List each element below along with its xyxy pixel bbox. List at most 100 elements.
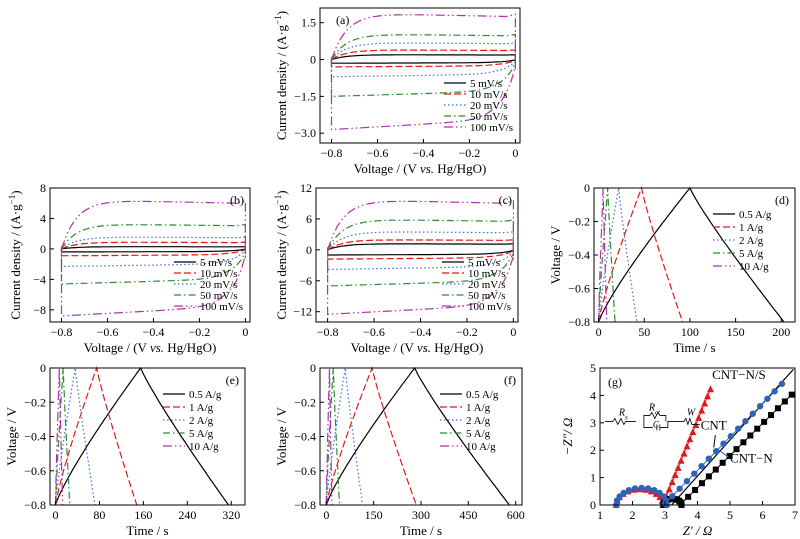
x-axis-label-b: Voltage / (V vs. Hg/HgO) — [84, 340, 217, 355]
legend-e-label: 1 A/g — [189, 402, 214, 414]
eis-point — [698, 462, 705, 470]
circuit-label-sub: ct — [655, 408, 661, 416]
y-axis-label-g: −Z″/ Ω — [560, 418, 575, 456]
x-tick-label: 80 — [93, 508, 105, 522]
x-tick-label: −0.4 — [143, 325, 165, 339]
legend-c-label: 20 mV/s — [468, 279, 506, 291]
y-tick-label: 2 — [590, 443, 596, 457]
y-tick-label: 5 — [590, 361, 596, 375]
annot-cnt-n: CNT−N — [730, 451, 773, 466]
annot-cnt-n-arrow — [716, 448, 729, 458]
eis-point — [683, 442, 691, 450]
eis-point — [707, 385, 714, 393]
x-tick-label: 0 — [510, 325, 516, 339]
y-axis-label-d: Voltage / V — [548, 225, 563, 284]
x-tick-label: 320 — [222, 508, 240, 522]
legend-e-label: 0.5 A/g — [189, 389, 222, 401]
cv-series-10-mV-s — [60, 241, 246, 257]
x-tick-label: 3 — [662, 508, 668, 522]
cv-series-100-mV-s — [327, 200, 514, 315]
legend-c-label: 5 mV/s — [468, 257, 500, 269]
legend-b-label: 20 mV/s — [200, 279, 238, 291]
eis-point — [742, 418, 749, 425]
x-axis-label-e: Time / s — [126, 523, 168, 538]
eis-point — [692, 487, 699, 494]
annot-cnt: CNT — [701, 418, 727, 433]
y-axis-label-c-part: −1 — [273, 195, 283, 205]
eis-point — [704, 392, 712, 400]
panel-e-label: (e) — [226, 373, 239, 387]
panel-d-label: (d) — [775, 193, 789, 207]
x-axis-label-c: Voltage / (V vs. Hg/HgO) — [351, 340, 484, 355]
x-tick-label: −0.4 — [413, 146, 435, 160]
y-axis-label-b-part: Current density / (A·g — [8, 204, 23, 320]
x-tick-label: 50 — [638, 325, 650, 339]
eis-point — [705, 455, 713, 462]
x-tick-label: 0 — [52, 508, 58, 522]
legend-e-label: 2 A/g — [189, 415, 214, 427]
eis-point — [620, 489, 627, 497]
y-axis-label-a-part: Current density / (A·g — [274, 24, 289, 140]
y-tick-label: −0.6 — [294, 464, 316, 478]
gcd-series-10-A-g — [325, 367, 333, 506]
x-tick-label: −0.8 — [51, 325, 73, 339]
eis-point — [756, 403, 764, 410]
eis-point — [701, 399, 709, 407]
gcd-series-1-A-g — [54, 365, 138, 506]
y-tick-label: −3.0 — [294, 126, 316, 140]
x-tick-label: 1 — [597, 508, 603, 522]
y-axis-label-c-part: Current density / (A·g — [274, 204, 289, 320]
y-tick-label: 8 — [40, 181, 46, 195]
legend-b-label: 10 mV/s — [200, 268, 238, 280]
panel-g-frame — [599, 367, 796, 506]
y-tick-label: −0.2 — [294, 395, 316, 409]
eis-point — [625, 486, 633, 494]
y-tick-label: −0.4 — [568, 248, 590, 262]
legend-f-label: 1 A/g — [466, 402, 491, 414]
eis-point — [712, 466, 719, 473]
x-tick-label: −0.6 — [363, 325, 385, 339]
cv-series-5-mV-s — [327, 243, 514, 256]
x-tick-label: −0.2 — [189, 325, 211, 339]
eis-point — [671, 471, 679, 479]
panel-a-cv-chart: −0.8 −0.6 −0.4 −0.2 0−3.0−1.501.5 (a)5 mV/s10… — [273, 7, 521, 176]
eis-point — [774, 405, 781, 412]
y-tick-label: 3 — [590, 416, 596, 430]
x-tick-label: −0.4 — [410, 325, 432, 339]
gcd-series-1-A-g — [325, 365, 417, 506]
legend-d-label: 5 A/g — [739, 248, 764, 260]
y-axis-label-e: Voltage / V — [4, 407, 19, 466]
x-axis-label-a-part: vs. — [420, 161, 434, 176]
panel-g-eis-chart: 1 2 3 4 5 6 7012345(g)CNT−N/SCNTCNT−NRsRctCWZ′… — [560, 361, 798, 538]
y-tick-label: 0 — [40, 242, 46, 256]
y-tick-label: −0.4 — [24, 430, 46, 444]
y-tick-label: −0.4 — [294, 430, 316, 444]
circuit-label-rct: Rct — [648, 402, 661, 416]
y-tick-label: 0 — [310, 361, 316, 375]
x-tick-label: 160 — [134, 508, 152, 522]
cv-series-5-mV-s — [330, 54, 516, 64]
eis-point — [669, 492, 676, 500]
x-tick-label: −0.8 — [317, 325, 339, 339]
annot-cnt-ns: CNT−N/S — [712, 367, 766, 382]
eis-point — [754, 425, 761, 432]
eis-point — [676, 485, 683, 492]
circuit-label-c: C — [653, 419, 660, 429]
y-axis-label-c: Current density / (A·g−1) — [273, 190, 289, 319]
x-tick-label: 0 — [323, 508, 329, 522]
eis-point — [740, 439, 747, 446]
y-tick-label: −0.2 — [568, 215, 590, 229]
y-tick-label: −4 — [33, 272, 46, 286]
eis-point — [638, 484, 645, 492]
panel-c-cv-chart: −0.8 −0.6 −0.4 −0.2 0 −12 −6 0 6 12 (c) 5 mV/s10 mV… — [273, 181, 519, 355]
y-tick-label: −0.2 — [24, 395, 46, 409]
eis-point — [677, 456, 685, 464]
gcd-series-10-A-g — [54, 367, 64, 506]
x-tick-label: 150 — [727, 325, 745, 339]
x-axis-label-d: Time / s — [673, 340, 715, 355]
cv-series-100-mV-s — [330, 13, 516, 131]
eis-point — [734, 425, 742, 432]
eis-point — [778, 380, 786, 387]
y-tick-label: 0 — [584, 181, 590, 195]
